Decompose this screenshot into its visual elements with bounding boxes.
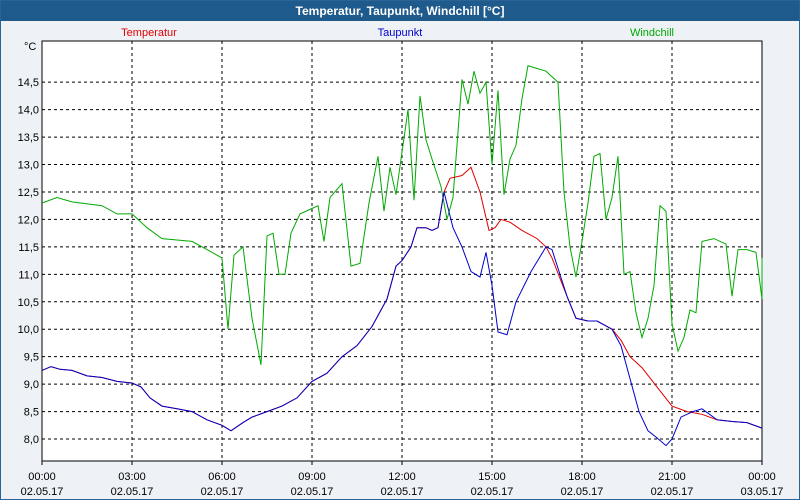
y-tick-label: 9,0 [24,379,39,391]
x-tick-date: 02.05.17 [381,486,424,498]
x-tick-date: 03.05.17 [741,486,784,498]
series-line-windchill [41,65,763,365]
y-tick-label: 10,5 [18,297,39,309]
x-tick-date: 02.05.17 [471,486,514,498]
x-tick-time: 15:00 [478,471,506,483]
x-tick-time: 00:00 [28,471,56,483]
y-tick-label: 8,0 [24,434,39,446]
y-tick-label: 11,0 [18,269,39,281]
x-tick-time: 12:00 [388,471,416,483]
y-axis-label: °C [24,41,36,53]
y-tick-label: 8,5 [24,407,39,419]
grid [42,41,762,461]
x-tick-time: 00:00 [748,471,776,483]
x-tick-time: 03:00 [118,471,146,483]
x-tick-time: 09:00 [298,471,326,483]
y-tick-label: 13,0 [18,160,39,172]
x-tick-date: 02.05.17 [21,486,64,498]
y-axis: °C 8,0 8,5 9,0 9,5 10,0 10,5 11,0 11,5 12,0 12,5 13… [18,41,39,446]
legend-item-windchill: Windchill [630,27,674,39]
x-tick-date: 02.05.17 [291,486,334,498]
x-axis: 00:00 02.05.17 03:00 02.05.17 06:00 02.05.17 0… [21,461,784,498]
legend-item-temperatur: Temperatur [121,27,177,39]
legend-item-taupunkt: Taupunkt [378,27,423,39]
y-tick-label: 11,5 [18,242,39,254]
y-tick-label: 12,0 [18,214,39,226]
window-title: Temperatur, Taupunkt, Windchill [°C] [1,1,799,21]
legend: Temperatur Taupunkt Windchill [121,27,674,39]
y-tick-label: 9,5 [24,352,39,364]
y-tick-label: 14,0 [18,105,39,117]
x-tick-time: 06:00 [208,471,236,483]
y-tick-label: 14,5 [18,77,39,89]
x-tick-date: 02.05.17 [201,486,244,498]
series-line-taupunkt [41,191,763,447]
x-tick-time: 18:00 [568,471,596,483]
x-tick-date: 02.05.17 [651,486,694,498]
y-tick-label: 13,5 [18,132,39,144]
series-lines [41,65,763,447]
y-tick-label: 12,5 [18,187,39,199]
x-tick-time: 21:00 [658,471,686,483]
x-tick-date: 02.05.17 [561,486,604,498]
x-tick-date: 02.05.17 [111,486,154,498]
y-tick-label: 10,0 [18,324,39,336]
